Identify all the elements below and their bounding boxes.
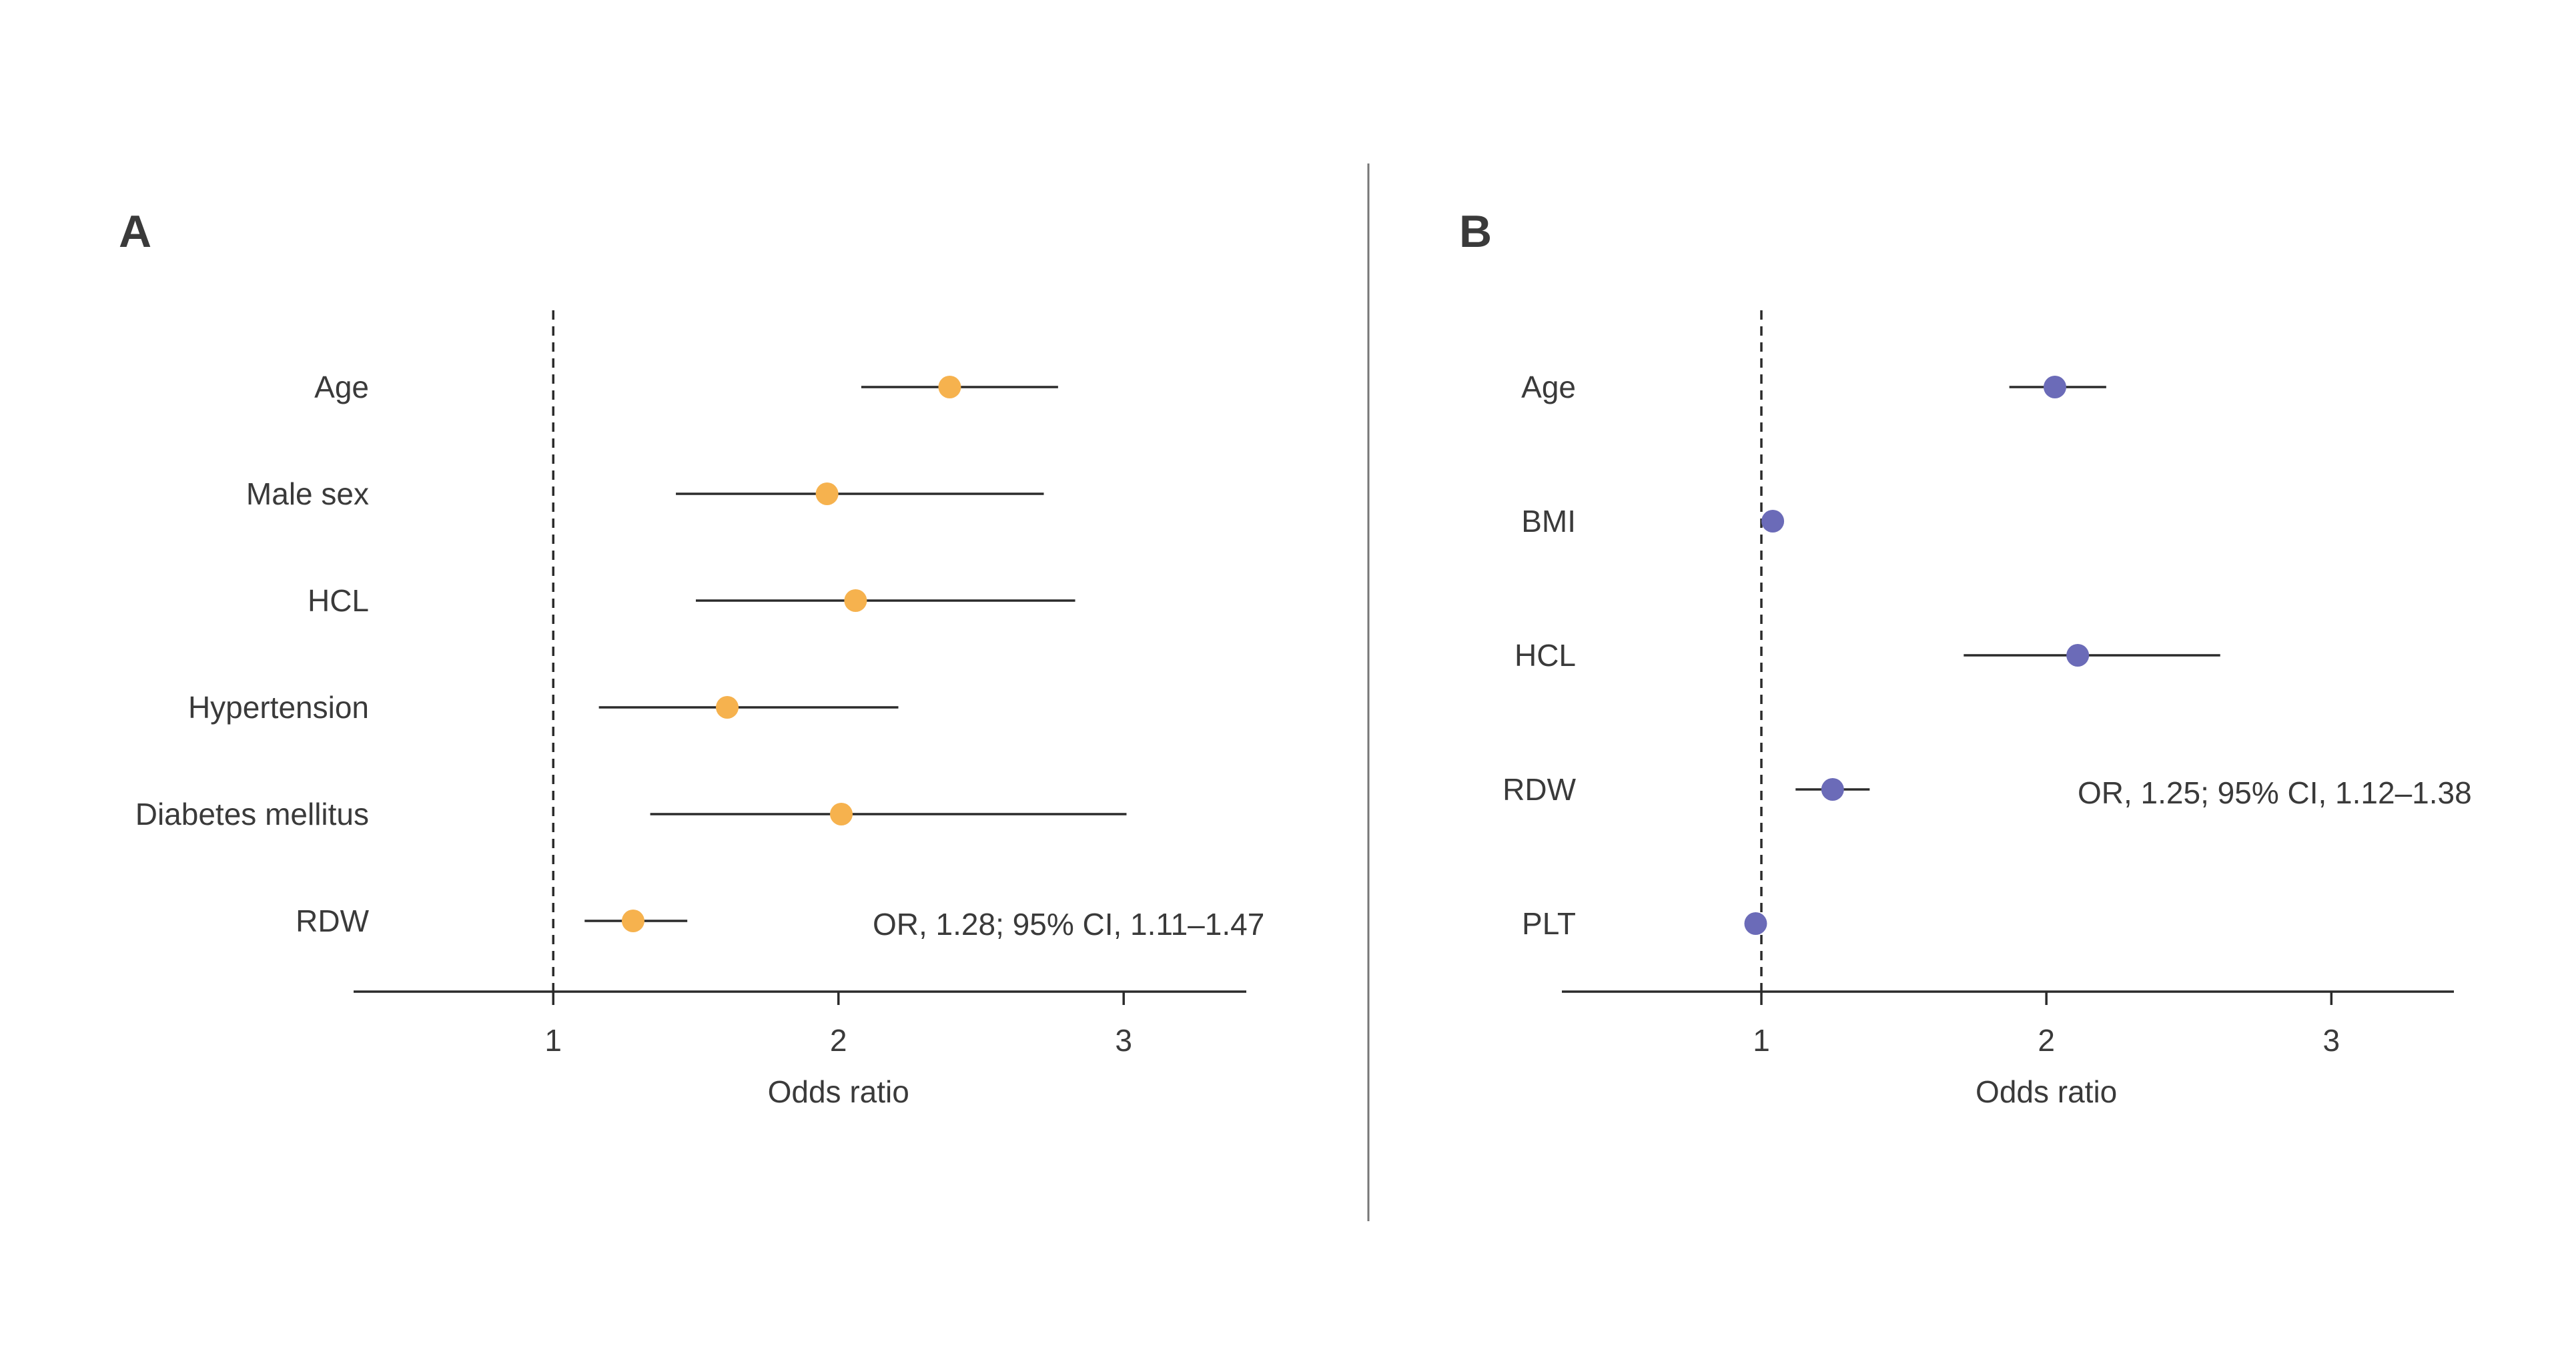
rdw-annotation: OR, 1.28; 95% CI, 1.11–1.47	[873, 907, 1264, 942]
x-tick-label: 2	[830, 1023, 847, 1058]
point-estimate	[715, 696, 739, 719]
point-estimate	[844, 589, 867, 612]
point-estimate	[2043, 376, 2066, 398]
x-tick-label: 1	[1753, 1023, 1770, 1058]
x-tick-label: 3	[2323, 1023, 2340, 1058]
row-label: BMI	[1521, 504, 1576, 539]
row-label: Hypertension	[188, 690, 369, 725]
row-label: RDW	[1502, 772, 1576, 807]
row-label: HCL	[308, 583, 369, 618]
panel-letter: A	[119, 206, 151, 257]
point-estimate	[1744, 912, 1767, 935]
point-estimate	[1821, 778, 1844, 801]
x-tick-label: 3	[1115, 1023, 1132, 1058]
x-tick-label: 1	[544, 1023, 562, 1058]
x-axis-title: Odds ratio	[768, 1074, 909, 1109]
point-estimate	[815, 482, 839, 505]
panel-b-forest-plot: B 1 2 3 Odds ratio Age BMI HCL RDW PLT OR, 1.25; 9…	[1459, 206, 2472, 1109]
point-estimate	[2066, 644, 2090, 667]
row-label: Age	[1521, 370, 1576, 404]
panel-letter: B	[1459, 206, 1492, 257]
x-tick-label: 2	[2038, 1023, 2055, 1058]
x-axis-title: Odds ratio	[1976, 1074, 2117, 1109]
row-label: Diabetes mellitus	[135, 797, 369, 831]
point-estimate	[621, 910, 645, 932]
point-estimate	[829, 803, 853, 825]
panel-a-forest-plot: A 1 2 3 Odds ratio Age Male sex HCL Hypertension…	[119, 206, 1264, 1109]
rdw-annotation: OR, 1.25; 95% CI, 1.12–1.38	[2078, 775, 2472, 810]
row-label: Male sex	[246, 476, 369, 511]
row-label: RDW	[296, 904, 369, 938]
point-estimate	[1761, 510, 1785, 533]
row-label: PLT	[1522, 906, 1576, 941]
row-label: Age	[314, 370, 369, 404]
row-label: HCL	[1515, 638, 1576, 673]
point-estimate	[938, 376, 961, 398]
